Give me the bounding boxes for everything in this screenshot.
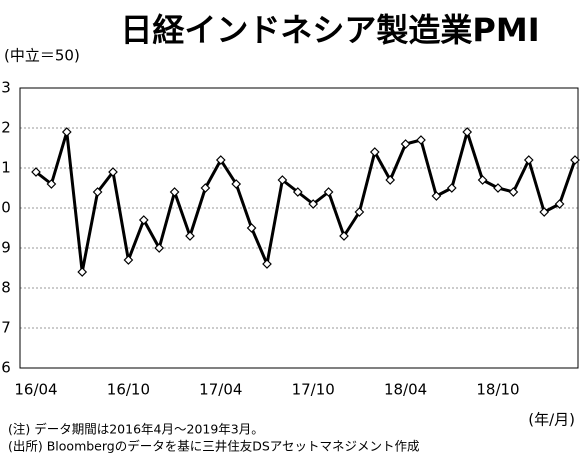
point-marker bbox=[138, 215, 149, 225]
point-marker bbox=[523, 155, 534, 165]
x-tick-label: 16/04 bbox=[14, 381, 57, 399]
y-tick-label: 1 bbox=[1, 159, 11, 177]
y-tick-label: 0 bbox=[1, 199, 11, 217]
y-tick-label: 9 bbox=[1, 239, 11, 257]
plot-frame bbox=[19, 87, 579, 369]
point-marker bbox=[570, 155, 580, 165]
point-marker bbox=[277, 175, 288, 185]
x-tick-label: 18/04 bbox=[384, 381, 427, 399]
x-tick-label: 18/10 bbox=[476, 381, 519, 399]
point-marker bbox=[477, 175, 488, 185]
y-tick-label: 3 bbox=[1, 79, 11, 97]
point-marker bbox=[92, 187, 103, 197]
point-marker bbox=[46, 179, 57, 189]
y-tick-label: 7 bbox=[1, 319, 11, 337]
subtitle: (中立＝50) bbox=[4, 47, 80, 65]
point-marker bbox=[339, 231, 349, 241]
y-tick-label: 6 bbox=[1, 359, 11, 377]
x-tick-label: 16/10 bbox=[107, 381, 150, 399]
point-marker bbox=[292, 187, 303, 197]
point-marker bbox=[308, 199, 319, 209]
point-marker bbox=[108, 167, 118, 177]
point-marker bbox=[385, 175, 396, 185]
point-marker bbox=[354, 207, 365, 217]
point-marker bbox=[61, 127, 72, 137]
point-marker bbox=[554, 199, 565, 209]
point-marker bbox=[431, 191, 442, 201]
point-marker bbox=[493, 183, 503, 193]
point-marker bbox=[215, 155, 226, 165]
point-marker bbox=[508, 187, 519, 197]
point-marker bbox=[77, 267, 88, 277]
point-marker bbox=[123, 255, 134, 265]
point-marker bbox=[31, 167, 41, 177]
point-marker bbox=[462, 127, 473, 137]
note: (出所) Bloombergのデータを基に三井住友DSアセットマネジメント作成 bbox=[8, 439, 420, 454]
point-marker bbox=[323, 187, 334, 197]
point-marker bbox=[169, 187, 180, 197]
note: (注) データ期間は2016年4月～2019年3月。 bbox=[8, 422, 264, 437]
point-marker bbox=[400, 139, 411, 149]
series-line bbox=[35, 130, 577, 274]
x-tick-label: 17/04 bbox=[199, 381, 242, 399]
point-marker bbox=[416, 135, 426, 145]
point-marker bbox=[539, 207, 550, 217]
point-marker bbox=[446, 183, 457, 193]
point-marker bbox=[231, 179, 242, 189]
point-marker bbox=[200, 183, 211, 193]
y-tick-label: 8 bbox=[1, 279, 11, 297]
y-tick-label: 2 bbox=[1, 119, 11, 137]
x-unit-label: (年/月) bbox=[528, 411, 575, 429]
point-marker bbox=[369, 147, 380, 157]
point-marker bbox=[246, 223, 257, 233]
point-marker bbox=[185, 231, 195, 241]
chart-title: 日経インドネシア製造業PMI bbox=[120, 11, 539, 49]
point-marker bbox=[154, 243, 165, 253]
x-tick-label: 17/10 bbox=[292, 381, 335, 399]
point-marker bbox=[262, 259, 272, 269]
